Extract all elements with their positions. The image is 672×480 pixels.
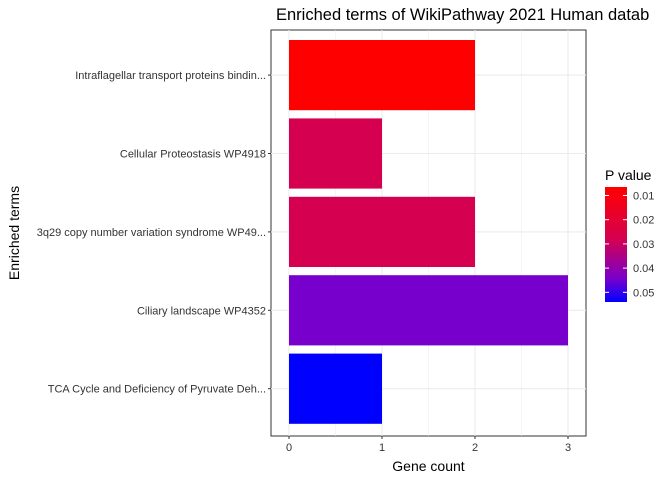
x-tick-label: 0: [286, 442, 292, 454]
legend-tick-label: 0.01: [633, 190, 654, 202]
x-tick-label: 1: [379, 442, 385, 454]
bars: [289, 40, 568, 424]
chart-title: Enriched terms of WikiPathway 2021 Human…: [276, 6, 649, 24]
bar: [289, 196, 475, 267]
bar: [289, 40, 475, 111]
x-axis-title: Gene count: [392, 458, 464, 474]
legend-colorbar: [605, 187, 627, 302]
y-axis-title: Enriched terms: [6, 186, 22, 280]
y-tick-label: Intraflagellar transport proteins bindin…: [75, 70, 266, 82]
bar: [289, 118, 382, 189]
bar: [289, 353, 382, 424]
x-tick-label: 2: [472, 442, 478, 454]
x-tick-label: 3: [565, 442, 571, 454]
y-tick-label: 3q29 copy number variation syndrome WP49…: [37, 227, 266, 239]
legend-title: P value: [605, 167, 652, 183]
bar: [289, 275, 568, 346]
x-axis-ticks: 0 1 2 3: [286, 436, 571, 454]
legend-ticks: 0.01 0.02 0.03 0.04 0.05: [605, 190, 654, 299]
y-tick-label: Cellular Proteostasis WP4918: [120, 149, 266, 161]
y-tick-label: Ciliary landscape WP4352: [137, 305, 266, 317]
legend-tick-label: 0.02: [633, 215, 654, 227]
y-tick-label: TCA Cycle and Deficiency of Pyruvate Deh…: [48, 384, 266, 396]
legend: P value 0.01 0.02 0.03 0.04 0.05: [605, 167, 654, 302]
y-axis-ticks: Intraflagellar transport proteins bindin…: [37, 70, 271, 396]
legend-tick-label: 0.03: [633, 239, 654, 251]
legend-tick-label: 0.04: [633, 263, 654, 275]
legend-tick-label: 0.05: [633, 287, 654, 299]
